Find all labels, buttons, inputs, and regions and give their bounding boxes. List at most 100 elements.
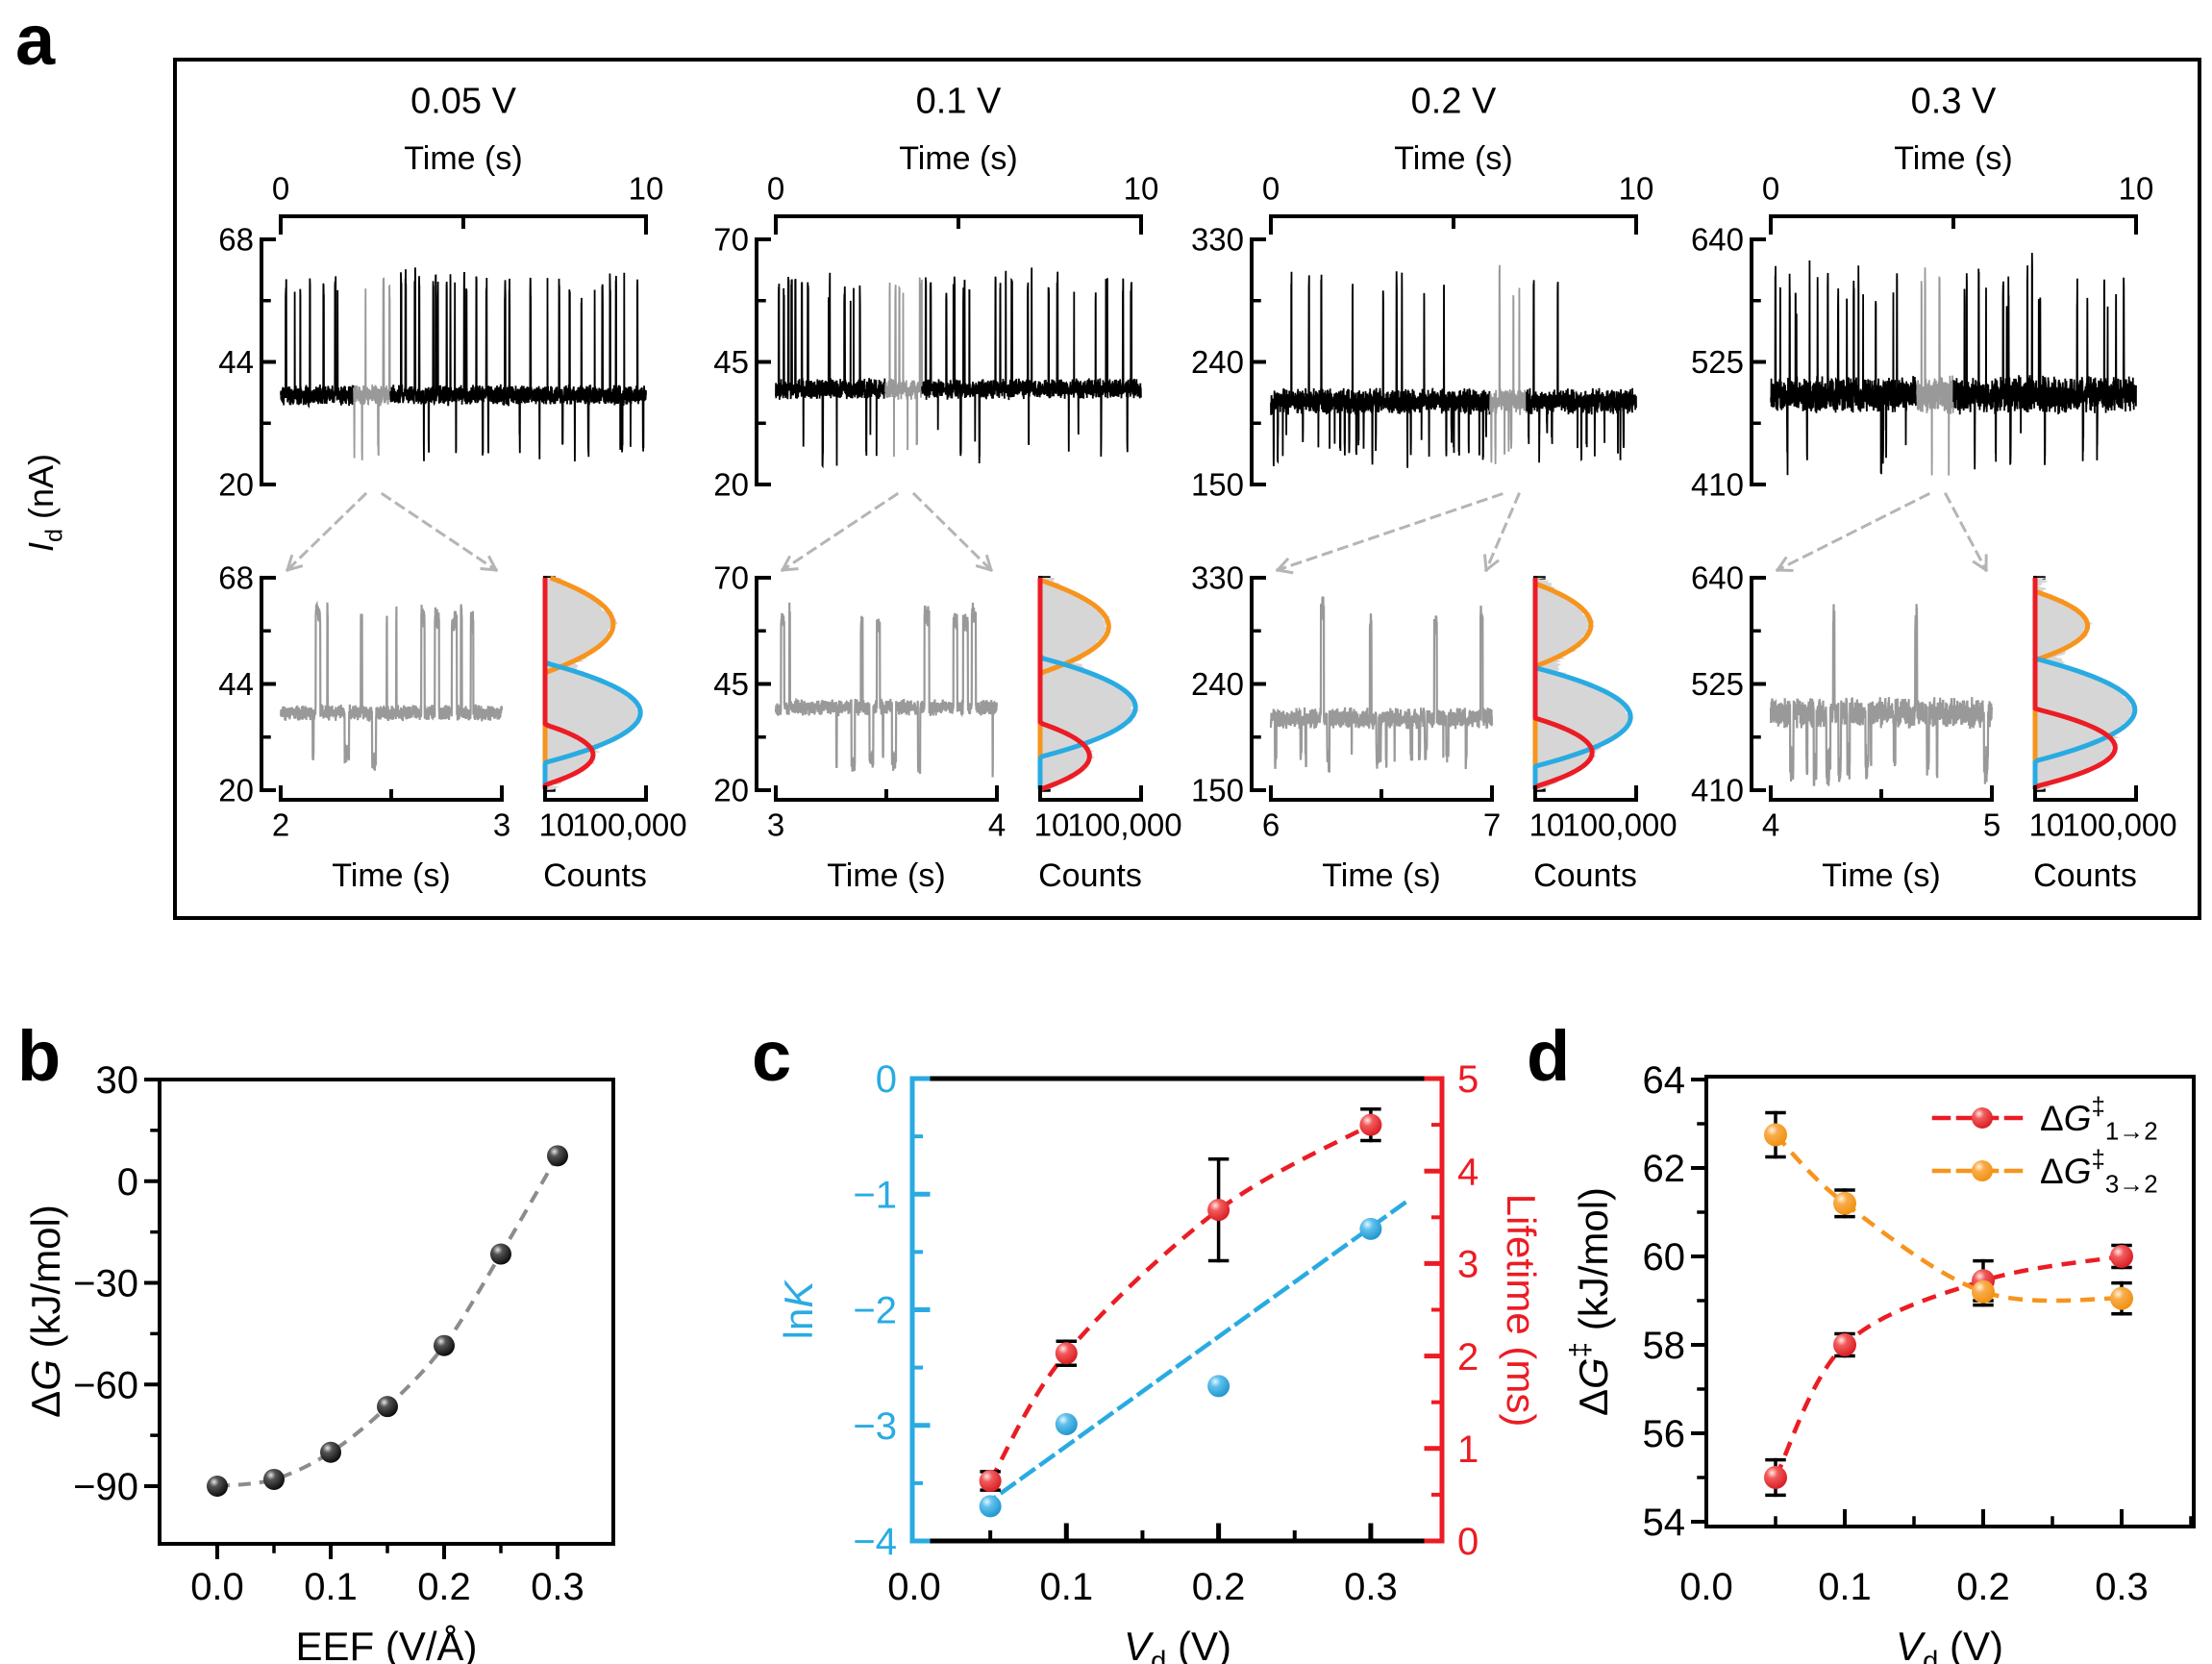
svg-text:Time (s): Time (s): [1322, 857, 1440, 894]
svg-text:10: 10: [539, 807, 575, 843]
svg-text:0.2 V: 0.2 V: [1411, 82, 1497, 122]
left-axis-lnk: 0 −1 −2 −3 −4: [853, 1058, 931, 1563]
fit-curve: [216, 1155, 559, 1488]
main-trace-black: [1770, 260, 1918, 476]
svg-text:45: 45: [713, 666, 749, 702]
svg-text:410: 410: [1691, 773, 1744, 808]
svg-text:0: 0: [876, 1058, 897, 1101]
main-trace-highlight: [353, 277, 391, 460]
main-trace: [1770, 252, 2137, 476]
svg-text:240: 240: [1191, 666, 1244, 702]
svg-text:ΔG (kJ/mol): ΔG (kJ/mol): [23, 1205, 68, 1418]
main-trace-black: [1270, 271, 1491, 468]
main-trace-black: [389, 267, 647, 462]
svg-text:Counts: Counts: [2033, 857, 2137, 894]
svg-text:10: 10: [629, 171, 664, 207]
svg-text:ΔG‡3→2: ΔG‡3→2: [2040, 1147, 2158, 1199]
main-y-axis: 68 44 20: [218, 222, 276, 503]
zoom-y-axis: 70 45 20: [713, 560, 771, 808]
svg-text:3: 3: [1457, 1244, 1479, 1286]
svg-text:20: 20: [218, 773, 254, 808]
svg-text:ΔG‡ (kJ/mol): ΔG‡ (kJ/mol): [1565, 1187, 1617, 1416]
panel-b-label: b: [17, 1016, 62, 1096]
legend: ΔG‡1→2ΔG‡3→2: [1931, 1094, 2158, 1199]
svg-text:Time (s): Time (s): [1394, 140, 1512, 177]
svg-text:Time (s): Time (s): [332, 857, 450, 894]
zoom-arrow-icon: [1775, 491, 1931, 573]
zoom-y-axis: 68 44 20: [218, 560, 276, 808]
y-axis: 30 0 −30 −60 −90: [73, 1059, 162, 1508]
svg-text:20: 20: [713, 773, 749, 808]
main-trace: [280, 267, 647, 462]
panel-b: 30 0 −30 −60 −90 0.0 0.1 0.2 0.3 ΔG (kJ/mol) EEF (…: [23, 1059, 615, 1664]
panel-c-label: c: [752, 1016, 792, 1096]
svg-text:Time (s): Time (s): [1822, 857, 1940, 894]
svg-text:−4: −4: [853, 1521, 897, 1563]
series-curve-red: [1774, 1254, 2123, 1479]
main-trace-black: [921, 267, 1142, 464]
svg-text:1: 1: [1457, 1428, 1479, 1471]
hist-gaussian-red: [1532, 577, 1595, 790]
svg-text:−2: −2: [853, 1290, 897, 1332]
svg-text:150: 150: [1191, 467, 1244, 503]
svg-text:6: 6: [1262, 807, 1280, 843]
svg-text:10: 10: [1124, 171, 1159, 207]
svg-text:0.1: 0.1: [1039, 1566, 1093, 1608]
svg-text:330: 330: [1191, 560, 1244, 596]
svg-text:Vd (V): Vd (V): [1896, 1624, 2003, 1664]
svg-text:0.1: 0.1: [304, 1566, 358, 1608]
svg-text:0.0: 0.0: [887, 1566, 941, 1608]
svg-text:Time (s): Time (s): [827, 857, 945, 894]
svg-text:5: 5: [1457, 1058, 1479, 1101]
svg-text:0: 0: [117, 1161, 138, 1204]
main-y-axis: 70 45 20: [713, 222, 771, 503]
svg-text:56: 56: [1643, 1413, 1686, 1455]
svg-text:70: 70: [713, 560, 749, 596]
svg-text:68: 68: [218, 560, 254, 596]
svg-text:0: 0: [272, 171, 289, 207]
svg-text:−60: −60: [73, 1364, 138, 1406]
main-trace: [775, 267, 1142, 469]
svg-text:100,000: 100,000: [2062, 807, 2176, 843]
top-time-axis: [1269, 214, 1638, 235]
svg-text:410: 410: [1691, 467, 1744, 503]
svg-text:10: 10: [2119, 171, 2154, 207]
svg-text:0.3: 0.3: [1344, 1566, 1398, 1608]
svg-text:10: 10: [1619, 171, 1654, 207]
svg-text:−3: −3: [853, 1405, 897, 1448]
svg-text:0.3 V: 0.3 V: [1911, 82, 1997, 122]
top-time-axis: [279, 214, 648, 235]
svg-text:525: 525: [1691, 344, 1744, 380]
svg-text:Vd (V): Vd (V): [1124, 1624, 1231, 1664]
hist-gaussian-red: [2032, 577, 2118, 790]
svg-text:20: 20: [713, 467, 749, 503]
main-trace-highlight: [884, 277, 923, 458]
zoom-y-axis: 330 240 150: [1191, 560, 1266, 808]
svg-text:0.2: 0.2: [1192, 1566, 1246, 1608]
svg-text:525: 525: [1691, 666, 1744, 702]
hist-fill: [1040, 578, 1141, 790]
svg-text:44: 44: [218, 666, 254, 702]
svg-text:0: 0: [1262, 171, 1280, 207]
svg-text:3: 3: [493, 807, 510, 843]
zoom-arrow-icon: [285, 491, 368, 573]
svg-text:62: 62: [1643, 1148, 1686, 1190]
right-axis-lifetime: 0 1 2 3 4 5: [1424, 1058, 1479, 1563]
svg-text:70: 70: [713, 222, 749, 258]
svg-text:−1: −1: [853, 1174, 897, 1216]
main-y-axis: 640 525 410: [1691, 222, 1766, 503]
svg-text:240: 240: [1191, 344, 1244, 380]
panel-d-label: d: [1527, 1016, 1571, 1096]
series-curve-orange: [1774, 1132, 2123, 1304]
x-axis: 0.0 0.1 0.2 0.3: [1679, 1509, 2193, 1608]
top-time-axis: [1769, 214, 2138, 235]
